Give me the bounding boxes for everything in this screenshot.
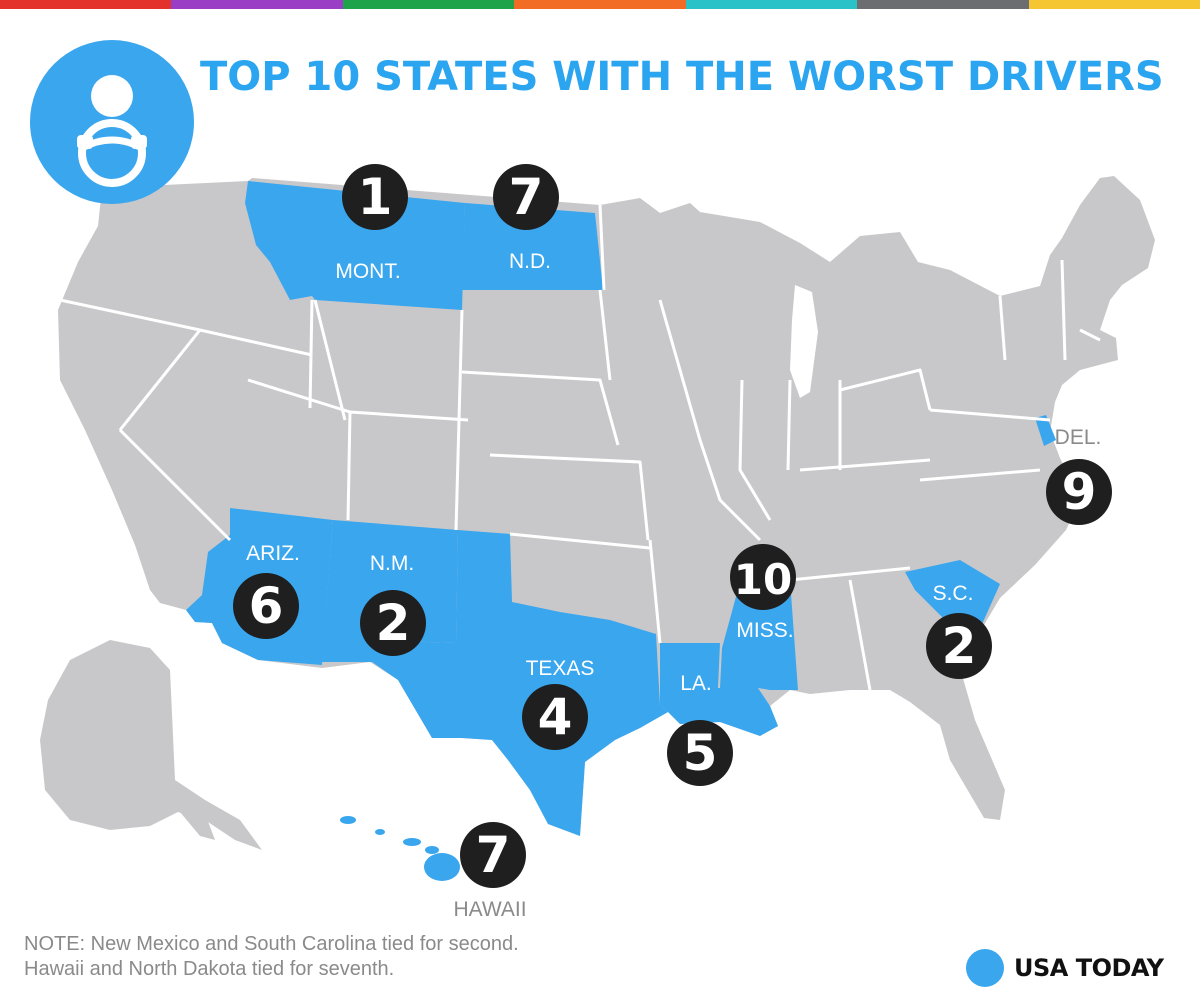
state-border	[998, 295, 1007, 361]
rank-labels-layer: 1 MONT. 7 N.D. 6 ARIZ. 2 N.M. 4 TEXAS 5 LA. 10 MISS. 2…	[233, 164, 1112, 921]
rank-number: 6	[249, 577, 284, 635]
rank-badge	[926, 613, 992, 679]
great-lakes	[790, 285, 818, 398]
state-border	[1060, 259, 1067, 361]
state-border	[461, 370, 620, 446]
state-border	[738, 379, 772, 521]
us-mainland	[58, 176, 1155, 836]
state-border	[786, 379, 792, 471]
rank-badge	[233, 573, 299, 639]
state-border	[118, 428, 232, 542]
state-border	[1079, 328, 1101, 342]
rank-number: 2	[942, 617, 977, 675]
state-border	[789, 566, 911, 582]
state-label: LA.	[680, 672, 712, 695]
state-border	[799, 458, 931, 472]
state-border	[118, 329, 202, 431]
rank-badge	[522, 684, 588, 750]
rank-number: 4	[538, 688, 573, 746]
state-miss-shape	[720, 580, 798, 690]
rank-badge	[667, 720, 733, 786]
state-label: ARIZ.	[246, 542, 300, 565]
state-border	[349, 410, 469, 422]
state-border	[598, 289, 612, 381]
rank-badge	[493, 164, 559, 230]
state-border	[509, 532, 651, 550]
hawaii-island	[403, 838, 421, 846]
rank-marker-nd: 7 N.D.	[493, 164, 559, 273]
rank-number: 7	[476, 826, 511, 884]
state-label: DEL.	[1055, 426, 1102, 449]
color-stripe	[0, 0, 1200, 9]
footnote-line-2: Hawaii and North Dakota tied for seventh…	[24, 958, 395, 980]
state-mont-shape	[245, 181, 465, 310]
rank-number: 5	[683, 724, 718, 782]
rank-badge	[730, 544, 796, 610]
state-label: MISS.	[736, 619, 793, 642]
rank-marker-texas: 4 TEXAS	[522, 657, 594, 750]
hawaii-island	[340, 816, 356, 824]
page-title: TOP 10 STATES WITH THE WORST DRIVERS	[200, 54, 1164, 100]
state-border	[658, 299, 762, 542]
state-label: S.C.	[933, 582, 974, 605]
hawaii-island	[375, 829, 385, 835]
rank-marker-mont: 1 MONT.	[335, 164, 408, 283]
brand-logo: USA TODAY	[966, 948, 1164, 988]
land-layer	[40, 176, 1155, 850]
driver-icon	[30, 40, 194, 204]
state-label: TEXAS	[526, 657, 595, 680]
rank-marker-del: 9 DEL.	[1046, 426, 1112, 525]
state-border	[489, 453, 650, 541]
state-nd-shape	[462, 203, 603, 290]
state-label: N.D.	[509, 250, 551, 273]
rank-marker-la: 5 LA.	[667, 672, 733, 786]
rank-number: 10	[734, 555, 792, 604]
rank-marker-nm: 2 N.M.	[360, 552, 426, 656]
state-border	[648, 539, 662, 644]
usa-today-dot-icon	[966, 949, 1004, 987]
state-border	[848, 579, 872, 691]
state-border	[308, 299, 314, 409]
rank-marker-miss: 10 MISS.	[730, 544, 796, 642]
rank-number: 9	[1062, 463, 1097, 521]
state-label: N.M.	[370, 552, 414, 575]
state-texas-shape	[372, 530, 668, 836]
rank-badge	[342, 164, 408, 230]
brand-name: USA TODAY	[1014, 954, 1164, 982]
footnote-line-1: NOTE: New Mexico and South Carolina tied…	[24, 933, 519, 955]
state-del-shape	[1035, 415, 1056, 446]
state-la-shape	[660, 643, 778, 736]
rank-marker-hawaii: 7 HAWAII	[453, 822, 527, 921]
state-borders-layer	[59, 204, 1101, 691]
rank-number: 1	[358, 168, 393, 226]
alaska	[40, 640, 262, 850]
rank-marker-sc: 2 S.C.	[926, 582, 992, 679]
hawaii-island	[425, 846, 439, 854]
driver-head-icon	[91, 75, 133, 117]
state-border	[919, 468, 1041, 482]
state-border	[313, 299, 347, 421]
state-border	[839, 368, 932, 411]
rank-badge	[460, 822, 526, 888]
rank-marker-ariz: 6 ARIZ.	[233, 542, 300, 639]
rank-badge	[1046, 459, 1112, 525]
rank-number: 2	[376, 594, 411, 652]
footnote: NOTE: New Mexico and South Carolina tied…	[24, 932, 519, 982]
state-label: MONT.	[335, 260, 400, 283]
state-border	[929, 408, 1051, 422]
hawaii-island	[424, 853, 460, 881]
state-border	[598, 204, 606, 291]
rank-number: 7	[509, 168, 544, 226]
steering-wheel-icon	[78, 119, 146, 187]
rank-badge	[360, 590, 426, 656]
state-label: HAWAII	[453, 898, 526, 921]
